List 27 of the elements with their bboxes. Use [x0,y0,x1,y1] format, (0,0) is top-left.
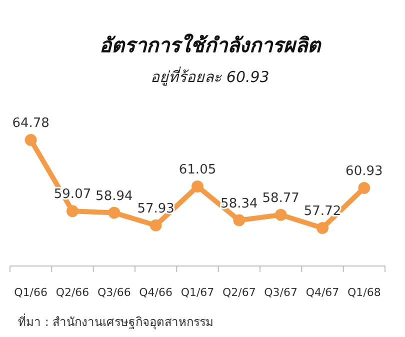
point [233,214,246,226]
x-tick-label: Q4/67 [306,286,340,299]
x-tick-label: Q1/66 [14,286,48,299]
chart-subtitle: อยู่ที่ร้อยละ 60.93 [150,66,270,86]
x-tick-label: Q1/68 [347,286,381,299]
x-tick-label: Q3/67 [264,286,298,299]
text: ที่มา : สำนักงานเศรษฐกิจอุตสาหกรรม [18,313,214,330]
point [66,205,78,218]
x-tick-label: Q2/66 [56,286,90,299]
data-label: 58.94 [96,188,133,204]
point [358,182,370,194]
data-label: 58.77 [262,190,300,206]
x-tick-label: Q3/66 [97,286,131,299]
x-tick-label: Q1/67 [180,286,214,299]
data-label: 58.34 [220,196,258,212]
point [150,219,162,232]
point [24,134,37,146]
x-tick-label: Q4/66 [139,286,173,299]
point [108,206,120,219]
point [192,180,204,192]
point [274,208,287,221]
data-label: 64.78 [12,116,50,131]
chart-title: อัตราการใช้กำลังการผลิต [100,33,322,57]
x-tick-label: Q2/67 [222,286,256,299]
point [316,222,328,234]
data-label: 60.93 [346,164,383,179]
data-label: 61.05 [178,162,216,178]
